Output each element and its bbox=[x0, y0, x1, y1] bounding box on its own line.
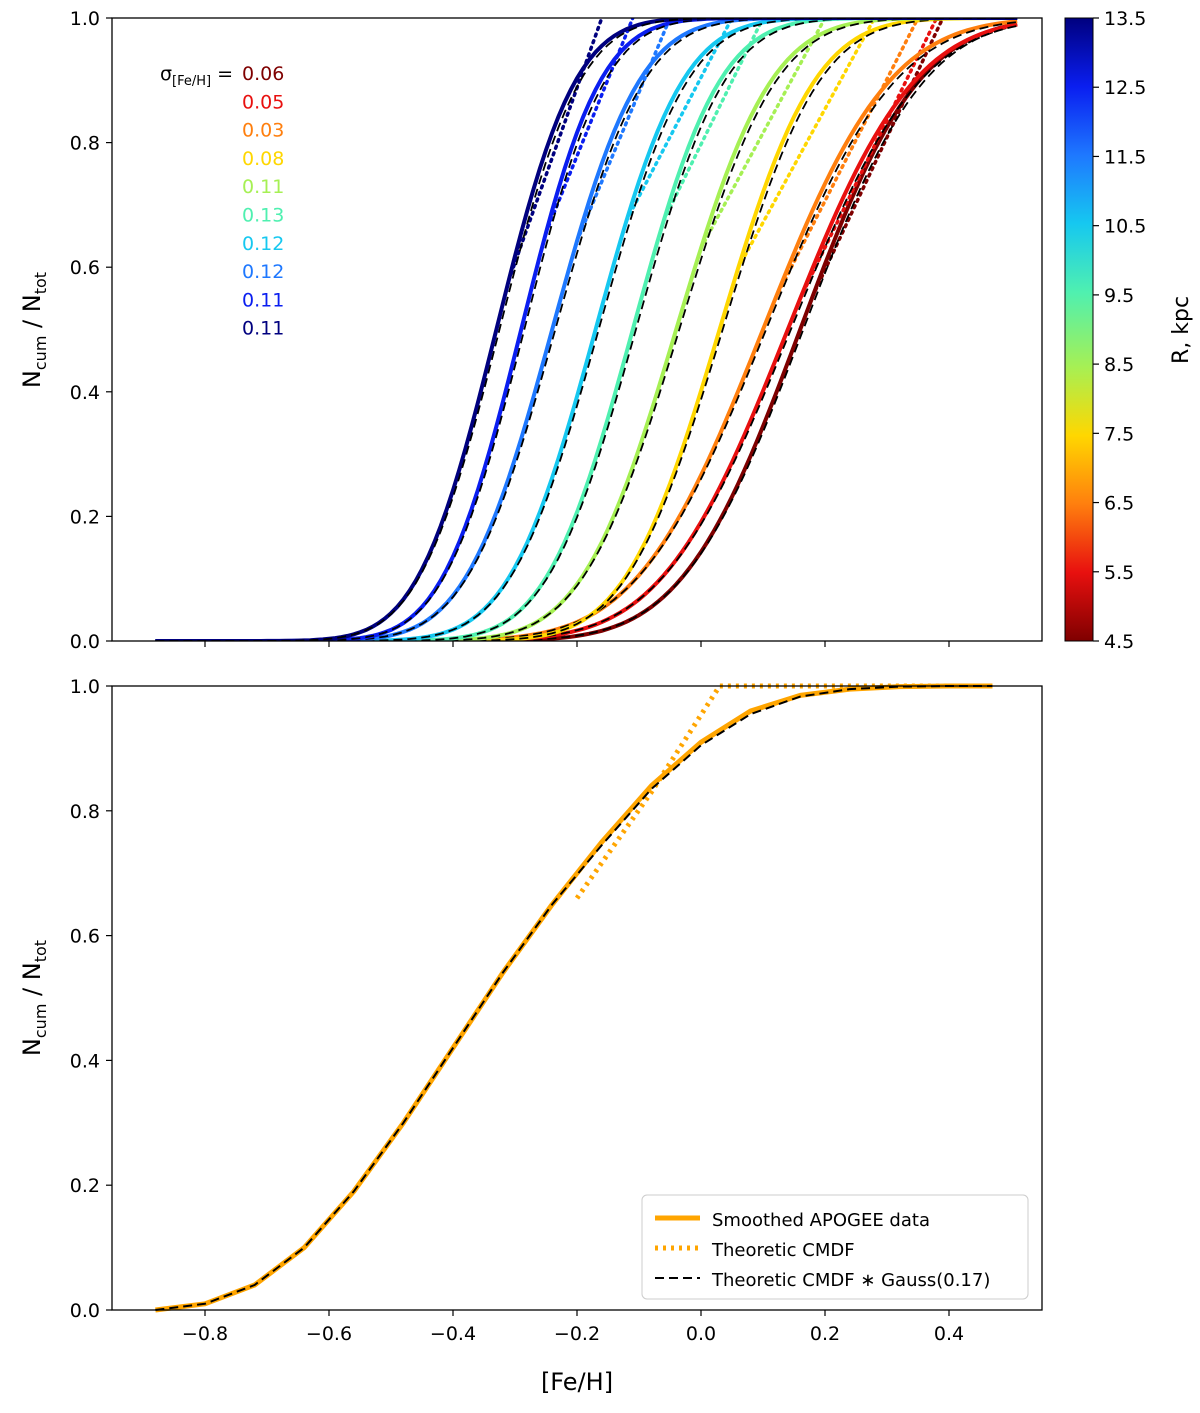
top-y-label-main: N bbox=[18, 370, 46, 388]
bottom-y-ticks: 0.0 0.2 0.4 0.6 0.8 1.0 bbox=[70, 676, 112, 1322]
convolved-curve bbox=[155, 18, 1018, 641]
y-tick-label: 0.4 bbox=[70, 1050, 100, 1072]
x-tick-label: −0.6 bbox=[306, 1323, 352, 1345]
sigma-value: 0.05 bbox=[242, 91, 284, 113]
theoretic-line bbox=[773, 18, 920, 301]
top-y-ticks: 0.0 0.2 0.4 0.6 0.8 1.0 bbox=[70, 8, 112, 653]
sigma-value: 0.11 bbox=[242, 289, 284, 311]
y-tick-label: 0.6 bbox=[70, 926, 100, 948]
sigma-value: 0.08 bbox=[242, 148, 284, 170]
colorbar-tick-label: 4.5 bbox=[1104, 631, 1134, 653]
top-panel: 0.0 0.2 0.4 0.6 0.8 1.0 Ncum / Ntot σ[Fe/H] =… bbox=[18, 8, 1194, 653]
bottom-x-ticks: −0.8 −0.6 −0.4 −0.2 0.0 0.2 0.4 bbox=[182, 1310, 964, 1345]
colorbar-tick-label: 8.5 bbox=[1104, 354, 1134, 376]
y-tick-label: 0.0 bbox=[70, 631, 100, 653]
colorbar-tick-label: 6.5 bbox=[1104, 493, 1134, 515]
x-tick-label: −0.8 bbox=[182, 1323, 228, 1345]
sigma-value: 0.11 bbox=[242, 176, 284, 198]
theoretic-line bbox=[544, 18, 635, 235]
theoretic-line bbox=[507, 18, 604, 282]
x-tick-label: 0.0 bbox=[686, 1323, 716, 1345]
x-tick-label: −0.4 bbox=[430, 1323, 476, 1345]
sigma-value: 0.12 bbox=[242, 261, 284, 283]
top-y-label-sub1: cum bbox=[31, 336, 50, 371]
x-tick-label: −0.2 bbox=[554, 1323, 600, 1345]
data-curve-10.5 bbox=[155, 18, 1018, 641]
y-tick-label: 1.0 bbox=[70, 8, 100, 30]
y-tick-label: 1.0 bbox=[70, 676, 100, 698]
y-tick-label: 0.2 bbox=[70, 1175, 100, 1197]
colorbar-tick-label: 7.5 bbox=[1104, 423, 1134, 445]
colorbar-label: R, kpc bbox=[1169, 296, 1194, 364]
bottom-panel: −0.8 −0.6 −0.4 −0.2 0.0 0.2 0.4 0.00.20.40.60.… bbox=[18, 676, 1043, 1396]
legend-label-smoothed: Smoothed APOGEE data bbox=[712, 1210, 930, 1231]
theoretic-line bbox=[624, 18, 734, 223]
sigma-value: 0.03 bbox=[242, 120, 284, 142]
top-curves bbox=[155, 18, 1018, 641]
bottom-y-label-sub2: tot bbox=[31, 940, 50, 962]
convolved-curve bbox=[155, 18, 1018, 641]
top-curve-group bbox=[155, 18, 1018, 641]
colorbar-tick-label: 11.5 bbox=[1104, 146, 1146, 168]
theoretic-line bbox=[699, 18, 827, 250]
y-tick-label: 0.8 bbox=[70, 801, 100, 823]
legend-box bbox=[641, 1194, 1029, 1300]
sigma-equals: = bbox=[211, 63, 233, 85]
y-tick-label: 0.4 bbox=[70, 382, 100, 404]
bottom-y-axis-label: Ncum / Ntot bbox=[18, 940, 50, 1056]
top-y-label-slash: / N bbox=[18, 294, 46, 335]
convolved-cmdf-curve bbox=[155, 685, 993, 1311]
colorbar-gradient bbox=[1064, 17, 1094, 642]
theoretic-line bbox=[736, 18, 877, 270]
colorbar-tick-label: 5.5 bbox=[1104, 562, 1134, 584]
bottom-y-label-sub1: cum bbox=[31, 1004, 50, 1039]
theoretic-cmdf-curve bbox=[574, 683, 993, 900]
bottom-y-label-main: N bbox=[18, 1038, 46, 1056]
top-x-ticks bbox=[204, 641, 950, 647]
legend-label-theoretic: Theoretic CMDF bbox=[711, 1240, 855, 1261]
data-curve-5.5 bbox=[155, 22, 1018, 641]
sigma-value: 0.13 bbox=[242, 205, 284, 227]
legend-label-convolved: Theoretic CMDF ∗ Gauss(0.17) bbox=[711, 1270, 990, 1291]
sigma-annotation: σ[Fe/H] = 0.06 0.05 0.03 0.08 0.11 0.13 0.12 0.… bbox=[160, 63, 284, 340]
colorbar-tick-label: 9.5 bbox=[1104, 285, 1134, 307]
sigma-value: 0.12 bbox=[242, 233, 284, 255]
bottom-y-label-slash: / N bbox=[18, 962, 46, 1003]
colorbar-tick-label: 13.5 bbox=[1104, 8, 1146, 30]
y-tick-label: 0.8 bbox=[70, 133, 100, 155]
data-curve-12.5 bbox=[155, 18, 1018, 641]
x-tick-label: 0.2 bbox=[810, 1323, 840, 1345]
top-y-label-sub2: tot bbox=[31, 272, 50, 294]
x-tick-label: 0.4 bbox=[934, 1323, 964, 1345]
convolved-curve bbox=[155, 18, 1018, 641]
colorbar-tick-label: 12.5 bbox=[1104, 77, 1146, 99]
data-curve-8.5 bbox=[155, 18, 1018, 641]
sigma-subscript: [Fe/H] bbox=[172, 74, 211, 89]
sigma-value: 0.06 bbox=[242, 63, 284, 85]
theoretic-line bbox=[810, 18, 945, 299]
colorbar: 4.5 5.5 6.5 7.5 8.5 9.5 10.5 11.5 12.5 13.5 R, kp… bbox=[1064, 8, 1194, 653]
legend: Smoothed APOGEE data Theoretic CMDF Theo… bbox=[641, 1194, 1029, 1300]
y-tick-label: 0.0 bbox=[70, 1300, 100, 1322]
top-y-axis-label: Ncum / Ntot bbox=[18, 272, 50, 388]
colorbar-ticks: 4.5 5.5 6.5 7.5 8.5 9.5 10.5 11.5 12.5 13.5 bbox=[1093, 8, 1146, 653]
x-axis-label: [Fe/H] bbox=[541, 1368, 613, 1396]
y-tick-label: 0.2 bbox=[70, 506, 100, 528]
sigma-symbol: σ bbox=[160, 63, 172, 85]
sigma-label: σ[Fe/H] = bbox=[160, 63, 233, 89]
sigma-value: 0.11 bbox=[242, 318, 284, 340]
data-curve-4.5 bbox=[155, 22, 1018, 641]
y-tick-label: 0.6 bbox=[70, 257, 100, 279]
colorbar-tick-label: 10.5 bbox=[1104, 216, 1146, 238]
